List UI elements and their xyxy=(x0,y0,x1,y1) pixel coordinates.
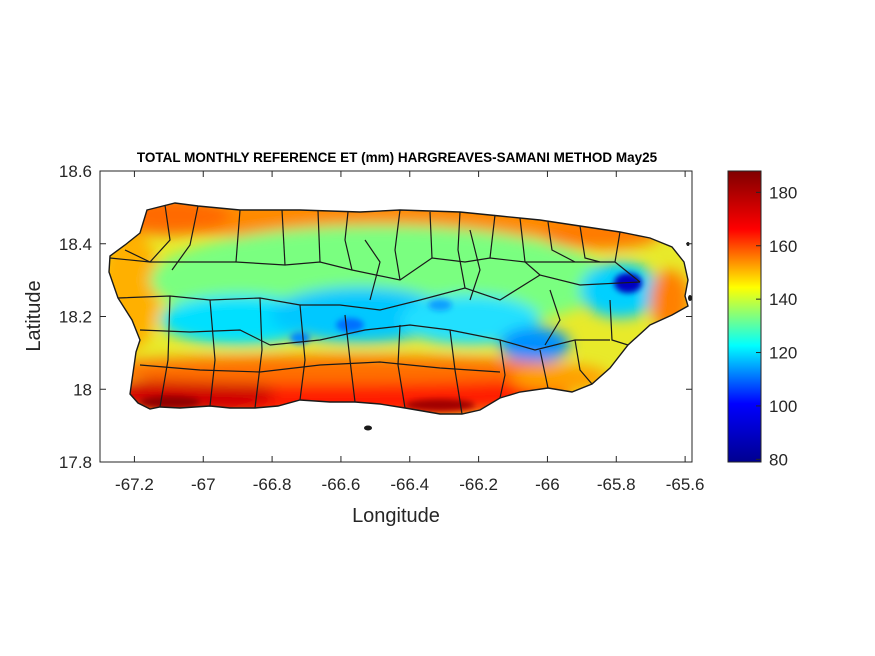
boundary-line xyxy=(300,274,641,311)
y-tick-label: 18.2 xyxy=(59,308,92,327)
boundary-line xyxy=(544,289,561,346)
colorbar-tick-label: 80 xyxy=(769,450,788,469)
chart-title: TOTAL MONTHLY REFERENCE ET (mm) HARGREAV… xyxy=(137,150,658,165)
y-tick-label: 18 xyxy=(73,380,92,399)
x-tick-label: -65.8 xyxy=(597,475,636,494)
x-tick-label: -67.2 xyxy=(115,475,154,494)
offshore-islands xyxy=(364,242,692,431)
boundary-line xyxy=(209,299,216,407)
boundary-line xyxy=(344,211,353,271)
boundary-line xyxy=(429,211,433,259)
boundary-line xyxy=(344,314,356,403)
boundary-line xyxy=(139,361,501,373)
x-tick-label: -67 xyxy=(191,475,216,494)
boundary-line xyxy=(547,221,576,263)
boundary-line xyxy=(457,211,466,289)
boundary-line xyxy=(281,209,286,266)
south-orange xyxy=(109,356,590,384)
x-ticks: -67.2 -67 -66.8 -66.6 -66.4 -66.2 -66 -65.8 -65.… xyxy=(115,171,704,494)
colorbar-tick-label: 120 xyxy=(769,344,797,363)
colorbar-tick-label: 100 xyxy=(769,397,797,416)
x-tick-label: -66.2 xyxy=(459,475,498,494)
boundary-line xyxy=(394,209,401,281)
boundary-line xyxy=(499,339,506,399)
y-tick-label: 17.8 xyxy=(59,453,92,472)
y-ticks: 17.8 18 18.2 18.4 18.6 xyxy=(59,162,692,472)
field-blobs xyxy=(109,203,688,414)
south-dark-red-1 xyxy=(140,396,200,408)
y-tick-label: 18.4 xyxy=(59,235,92,254)
x-tick-label: -66.6 xyxy=(322,475,361,494)
x-tick-label: -66.8 xyxy=(253,475,292,494)
municipality-boundaries xyxy=(108,202,689,415)
boundary-line xyxy=(579,225,601,263)
central-blue-spot-3 xyxy=(428,299,452,311)
southeast-orange xyxy=(510,364,610,392)
boundary-line xyxy=(124,204,171,263)
x-tick-label: -66.4 xyxy=(390,475,429,494)
boundary-line xyxy=(397,324,406,409)
boundary-line xyxy=(449,329,463,415)
boundary-line xyxy=(609,299,629,346)
colorbar: 80 100 120 140 160 180 xyxy=(727,170,797,469)
boundary-line xyxy=(364,239,381,301)
boundary-line xyxy=(317,210,321,263)
et-field xyxy=(109,203,688,414)
boundary-line xyxy=(489,214,496,259)
boundary-line xyxy=(469,229,481,301)
boundary-line xyxy=(574,339,593,385)
x-tick-label: -66 xyxy=(535,475,560,494)
boundary-line xyxy=(254,297,263,409)
colorbar-tick-label: 140 xyxy=(769,290,797,309)
y-tick-label: 18.6 xyxy=(59,162,92,181)
caja-de-muerto-islet xyxy=(364,425,372,431)
colorbar-ticks: 80 100 120 140 160 180 xyxy=(756,183,797,469)
central-blue-spot-1 xyxy=(336,318,364,332)
boundary-line xyxy=(235,209,241,263)
cayey-low xyxy=(500,327,570,363)
colorbar-bar xyxy=(727,170,762,463)
boundary-line xyxy=(539,349,549,389)
x-tick-label: -65.6 xyxy=(666,475,705,494)
boundary-line xyxy=(299,304,306,401)
south-dark-red-2 xyxy=(405,399,475,411)
colorbar-tick-label: 160 xyxy=(769,237,797,256)
y-axis-label: Latitude xyxy=(23,280,45,351)
x-axis-label: Longitude xyxy=(352,505,440,527)
colorbar-tick-label: 180 xyxy=(769,183,797,202)
boundary-line xyxy=(139,329,271,346)
boundary-line xyxy=(159,295,171,408)
east-cay xyxy=(688,295,692,301)
